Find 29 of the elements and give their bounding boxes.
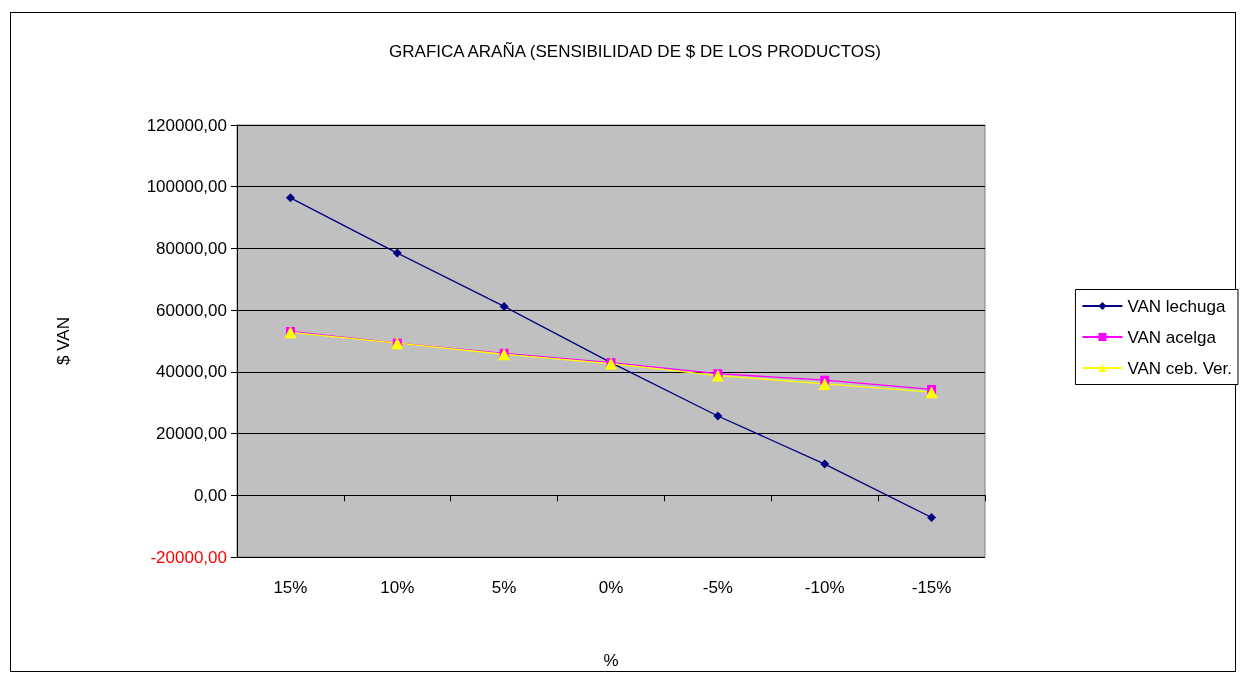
point	[392, 248, 402, 258]
y-axis-title: $ VAN	[54, 317, 73, 365]
y-tick-label: 60000,00	[156, 300, 227, 320]
legend-label: VAN ceb. Ver.	[1127, 358, 1232, 378]
point	[285, 193, 295, 203]
point	[927, 513, 937, 522]
x-tick-label: 5%	[491, 578, 517, 597]
y-tick-label: 100000,00	[146, 177, 227, 197]
y-tick-label: 80000,00	[156, 238, 227, 258]
x-tick-label: -10%	[804, 578, 845, 597]
y-tick-label: -20000,00	[150, 547, 227, 567]
y-tick-label: 20000,00	[156, 424, 227, 444]
x-tick-label: -5%	[702, 578, 733, 597]
y-tick-label: 0,00	[193, 485, 227, 505]
point	[820, 459, 830, 469]
legend-label: VAN lechuga	[1127, 296, 1226, 316]
y-tick-label: 120000,00	[146, 115, 227, 135]
chart-title: GRAFICA ARAÑA (SENSIBILIDAD DE $ DE LOS PRODUCTOS)	[389, 42, 881, 61]
legend-label: VAN acelga	[1127, 327, 1217, 347]
x-axis-title: %	[603, 651, 619, 670]
x-tick-label: 10%	[380, 578, 415, 597]
point	[499, 301, 509, 311]
x-tick-label: -15%	[911, 578, 952, 597]
point	[818, 377, 831, 390]
x-tick-label: 15%	[273, 578, 308, 597]
x-tick-label: 0%	[598, 578, 624, 597]
point	[925, 386, 938, 399]
y-tick-label: 40000,00	[156, 362, 227, 382]
point	[713, 411, 723, 421]
